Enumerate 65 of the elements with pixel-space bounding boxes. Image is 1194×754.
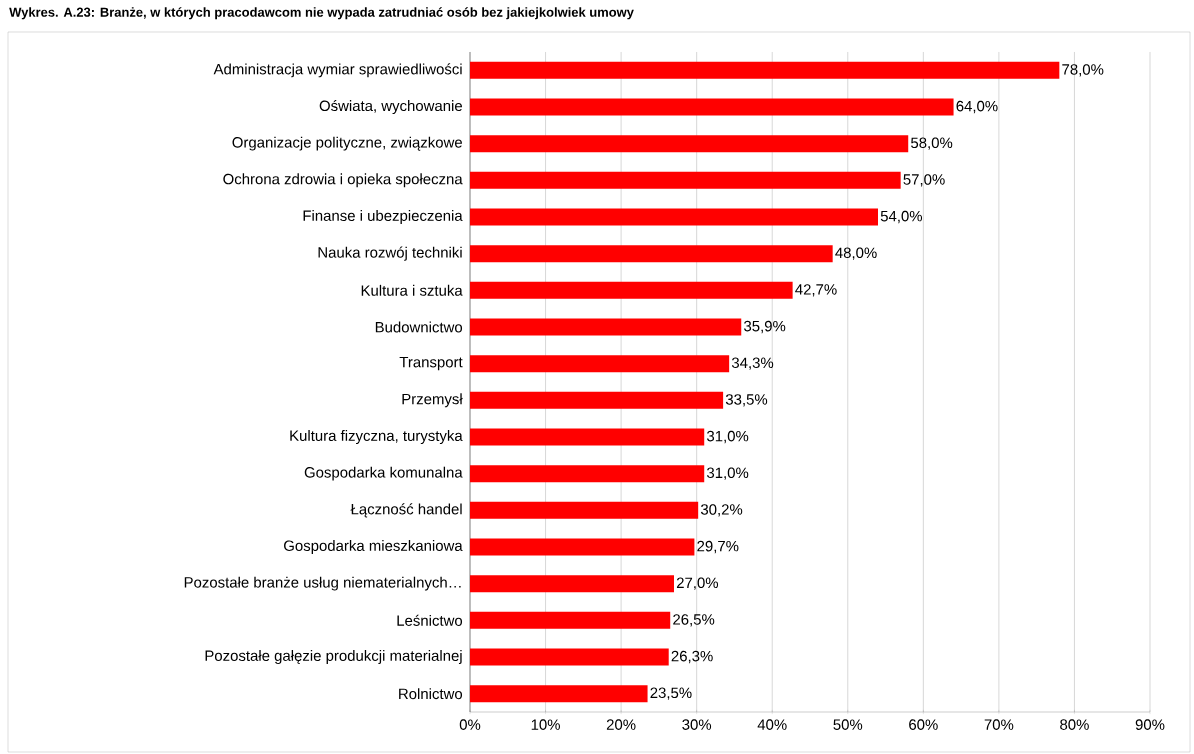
y-tick-label: Leśnictwo: [397, 614, 463, 626]
data-label: 27,0%: [676, 577, 719, 590]
y-tick-label: Administracja wymiar sprawiedliwości: [213, 63, 462, 78]
x-tick-label: 90%: [1135, 719, 1165, 730]
x-tick-label: 20%: [606, 719, 636, 730]
bar: [470, 391, 724, 409]
y-tick-label: Przemysł: [402, 393, 463, 408]
bar: [470, 245, 833, 263]
x-tick-label: 70%: [984, 719, 1014, 730]
bar: [470, 575, 674, 593]
data-label: 42,7%: [795, 284, 837, 297]
y-tick-label: Rolnictwo: [399, 688, 463, 700]
y-tick-label: Łączność handel: [350, 503, 462, 518]
data-label: 33,5%: [725, 394, 768, 407]
x-tick-label: 40%: [757, 719, 787, 730]
x-tick-label: 30%: [682, 719, 712, 730]
bar: [470, 648, 669, 666]
data-label: 26,3%: [671, 650, 713, 664]
data-label: 58,0%: [911, 137, 953, 150]
bar: [470, 428, 705, 446]
bar: [470, 685, 648, 703]
y-tick-label: Organizacje polityczne, związkowe: [232, 136, 462, 151]
y-tick-label: Transport: [399, 356, 463, 371]
bar: [470, 538, 695, 556]
bar: [470, 281, 793, 299]
text: Wykres. A.23: Branże, w których pracodawcom nie wypada zatrudniać osób bez jakiejkolwiek umowy: [9, 7, 634, 20]
bar: [470, 501, 699, 519]
y-tick-label: Finanse i ubezpieczenia: [303, 210, 463, 224]
bar: [470, 355, 730, 373]
data-label: 78,0%: [1062, 64, 1104, 77]
x-tick-label: 80%: [1060, 719, 1089, 730]
data-label: 64,0%: [956, 100, 998, 114]
bar: [470, 208, 878, 226]
x-tick-label: 10%: [531, 719, 560, 730]
y-tick-label: Kultura fizyczna, turystyka: [290, 430, 463, 444]
y-tick-label: Pozostałe branże usług niematerialnych…: [184, 576, 461, 591]
y-tick-label: Oświata, wychowanie: [319, 99, 462, 115]
data-label: 30,2%: [700, 504, 743, 517]
y-tick-label: Pozostałe gałęzie produkcji materialnej: [205, 650, 462, 664]
data-label: 31,0%: [706, 430, 749, 444]
data-label: 23,5%: [650, 687, 692, 700]
y-tick-label: Budownictwo: [375, 321, 463, 333]
data-label: 54,0%: [880, 210, 923, 224]
data-label: 34,3%: [731, 357, 774, 370]
bar: [470, 171, 901, 189]
x-tick-label: 50%: [833, 719, 863, 730]
bar: [470, 611, 671, 629]
y-tick-label: Ochrona zdrowia i opieka społeczna: [223, 173, 463, 188]
data-label: 26,5%: [673, 614, 715, 627]
data-label: 29,7%: [697, 540, 739, 554]
x-tick-label: 0%: [459, 719, 481, 730]
bar: [470, 465, 705, 483]
bar: [470, 135, 909, 153]
data-label: 31,0%: [706, 467, 749, 480]
x-tick-label: 60%: [909, 719, 938, 730]
y-tick-label: Kultura i sztuka: [361, 284, 463, 296]
bar: [470, 98, 954, 116]
bar: [470, 61, 1060, 79]
data-label: 35,9%: [744, 320, 786, 334]
data-label: 48,0%: [835, 247, 877, 260]
y-tick-label: Nauka rozwój techniki: [318, 246, 462, 261]
bar: [470, 318, 742, 336]
y-tick-label: Gospodarka mieszkaniowa: [284, 540, 463, 554]
y-tick-label: Gospodarka komunalna: [304, 466, 463, 481]
data-label: 57,0%: [903, 174, 945, 187]
